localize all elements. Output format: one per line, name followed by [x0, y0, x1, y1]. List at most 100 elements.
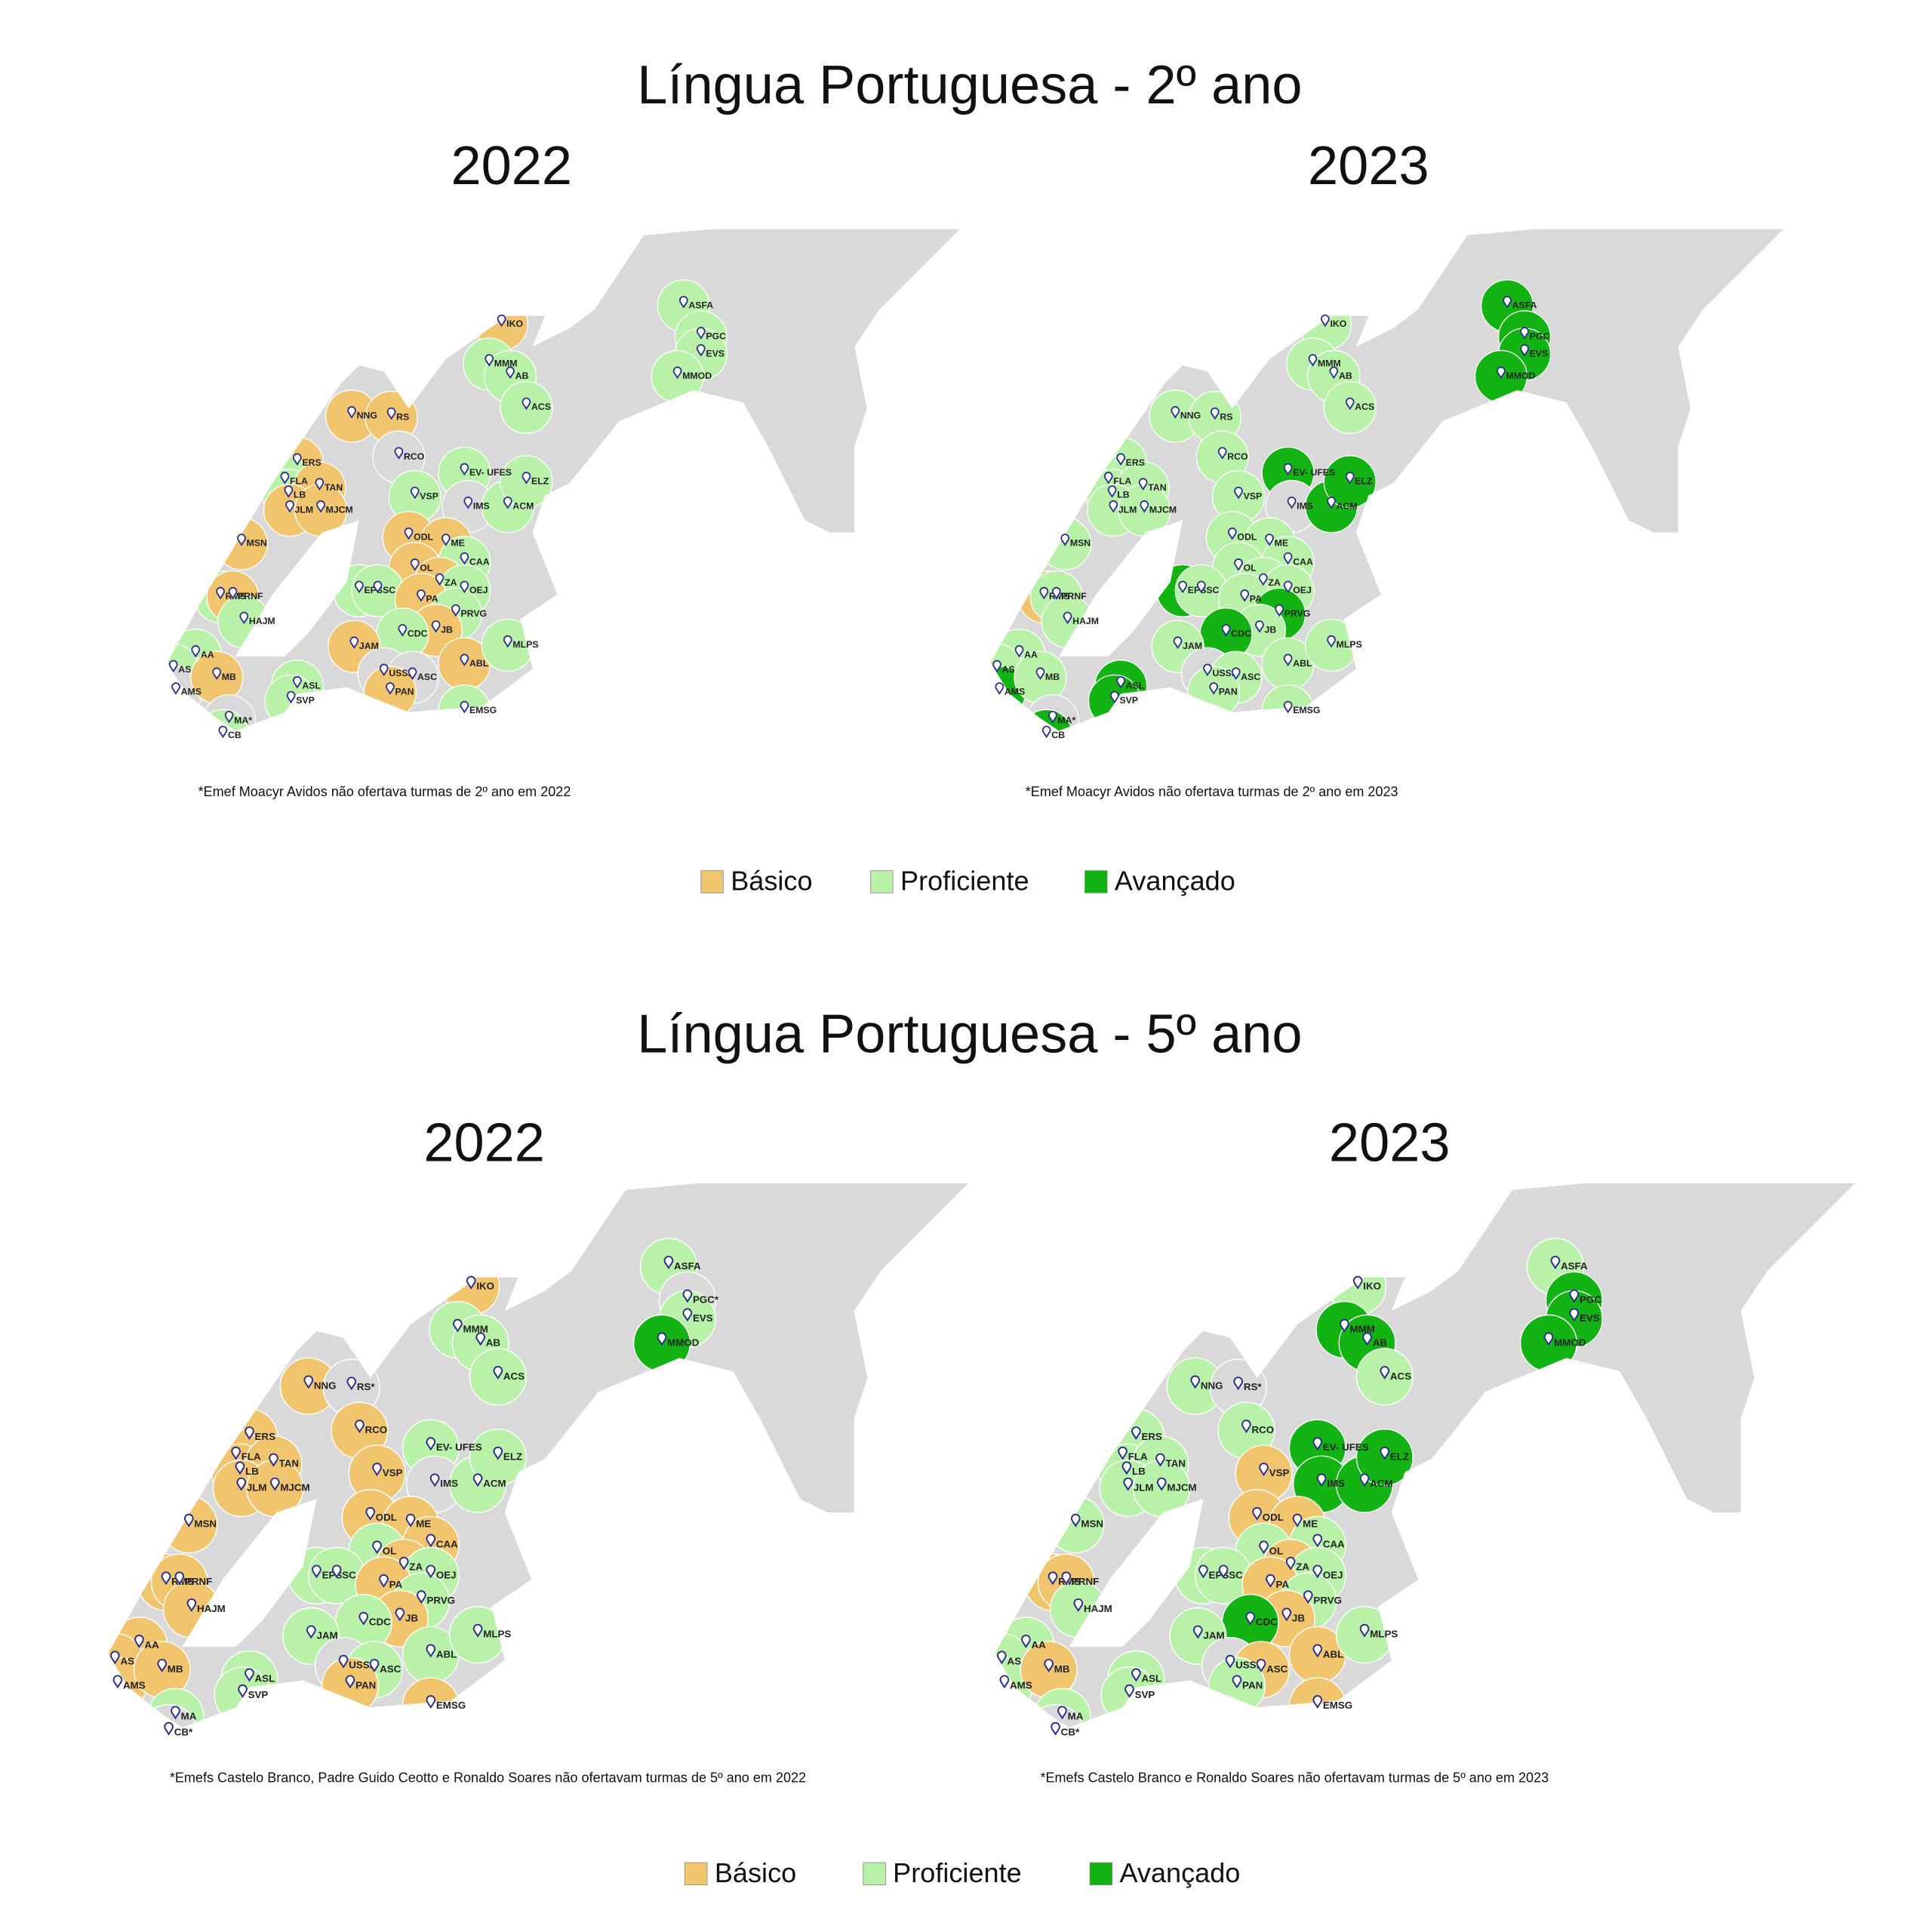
- school-pin: [1321, 314, 1330, 328]
- school-label: AA: [201, 649, 214, 660]
- school-label: OL: [1244, 562, 1257, 573]
- school-pin: [441, 534, 451, 546]
- school-pin: [429, 1473, 440, 1487]
- school-label: PGC*: [693, 1294, 719, 1305]
- school-label: ME: [451, 538, 464, 549]
- school-label: JAM: [1183, 641, 1202, 651]
- school-label: JAM: [316, 1629, 337, 1641]
- school-pin: [1171, 406, 1180, 419]
- school-pin: [1233, 1377, 1243, 1391]
- school-label: RS: [1220, 411, 1232, 422]
- school-pin: [1303, 1590, 1313, 1604]
- school-label: PGC: [706, 331, 726, 342]
- school-label: AS: [1002, 664, 1015, 675]
- school-label: PA: [389, 1579, 403, 1590]
- school-pin: [1259, 573, 1268, 586]
- school-pin: [992, 660, 1001, 673]
- school-pin: [1221, 624, 1231, 637]
- school-pin: [460, 463, 469, 476]
- school-pin: [1283, 654, 1293, 666]
- school-pin: [460, 654, 469, 666]
- school-pin: [1569, 1289, 1580, 1303]
- school-label: PRVG: [1284, 608, 1311, 619]
- school-label: MJCM: [1167, 1482, 1196, 1494]
- school-label: ME: [416, 1518, 431, 1530]
- school-pin: [386, 407, 396, 420]
- school-label: IKO: [506, 318, 523, 329]
- school-pin: [1193, 1625, 1203, 1639]
- school-pin: [1308, 354, 1318, 367]
- school-pin: [1520, 327, 1529, 340]
- school-pin: [1110, 691, 1119, 704]
- school-label: OL: [1269, 1545, 1284, 1556]
- school-pin: [379, 1574, 389, 1588]
- school-pin: [171, 682, 180, 695]
- school-label: CAA: [1323, 1538, 1345, 1549]
- school-label: RCO: [365, 1424, 388, 1435]
- school-pin: [218, 725, 228, 739]
- school-pin: [110, 1651, 120, 1665]
- school-pin: [503, 635, 512, 648]
- school-pin: [1107, 485, 1117, 498]
- school-label: RS*: [1244, 1381, 1263, 1392]
- school-label: PAN: [1219, 687, 1238, 697]
- school-label: CB*: [174, 1727, 193, 1738]
- school-pin: [1283, 463, 1293, 476]
- school-pin: [472, 1473, 483, 1487]
- school-pin: [1063, 611, 1072, 625]
- school-label: AA: [145, 1639, 160, 1651]
- school-label: ASC: [417, 672, 437, 682]
- legend-label: Proficiente: [900, 866, 1029, 897]
- school-label: MSN: [247, 538, 267, 549]
- school-label: LB: [1117, 490, 1130, 500]
- school-pin: [293, 675, 302, 689]
- school-label: VSP: [383, 1467, 403, 1478]
- school-pin: [1124, 1684, 1134, 1698]
- school-pin: [1283, 700, 1293, 714]
- school-pin: [1283, 580, 1293, 594]
- school-pin: [475, 1332, 485, 1346]
- school-pin: [1048, 1571, 1058, 1586]
- school-label: ZA: [1296, 1561, 1309, 1573]
- school-label: JB: [405, 1612, 418, 1623]
- map-year: 2022: [423, 1113, 545, 1174]
- school-pin: [697, 344, 706, 357]
- school-pin: [1245, 1611, 1255, 1626]
- legend-swatch: [870, 870, 894, 894]
- school-label: ASFA: [688, 300, 713, 311]
- school-pin: [1044, 1659, 1054, 1672]
- school-label: TAN: [1166, 1458, 1186, 1469]
- school-pin: [349, 636, 359, 649]
- school-pin: [237, 534, 246, 546]
- school-label: CB*: [1061, 1727, 1080, 1738]
- school-label: PRVG: [426, 1595, 455, 1606]
- school-pin: [1285, 1556, 1296, 1571]
- school-pin: [372, 1540, 382, 1555]
- school-label: PRNF: [238, 591, 263, 601]
- school-pin: [1121, 1461, 1132, 1475]
- school-pin: [1359, 1473, 1370, 1487]
- school-label: IMS: [1327, 1478, 1345, 1489]
- school-label: SVP: [1135, 1689, 1155, 1700]
- school-label: MLPS: [483, 1629, 511, 1640]
- school-pin: [316, 500, 325, 513]
- school-label: ASFA: [1512, 300, 1537, 311]
- legend-label: Avançado: [1119, 1857, 1240, 1888]
- school-pin: [228, 586, 238, 600]
- school-label: NNG: [1180, 411, 1201, 421]
- school-label: FLA: [1128, 1451, 1148, 1463]
- school-label: ME: [1275, 538, 1288, 549]
- school-label: PGC: [1530, 331, 1550, 342]
- school-pin: [345, 1675, 355, 1689]
- school-label: HAJM: [197, 1603, 226, 1614]
- school-pin: [386, 682, 395, 695]
- school-pin: [1073, 1598, 1084, 1612]
- school-label: PRNF: [1072, 1576, 1099, 1587]
- school-label: MSN: [194, 1518, 217, 1530]
- school-pin: [1275, 604, 1284, 617]
- school-label: IMS: [440, 1478, 458, 1489]
- school-label: ACM: [1337, 500, 1358, 511]
- school-pin: [280, 472, 290, 485]
- school-pin: [1131, 1426, 1141, 1440]
